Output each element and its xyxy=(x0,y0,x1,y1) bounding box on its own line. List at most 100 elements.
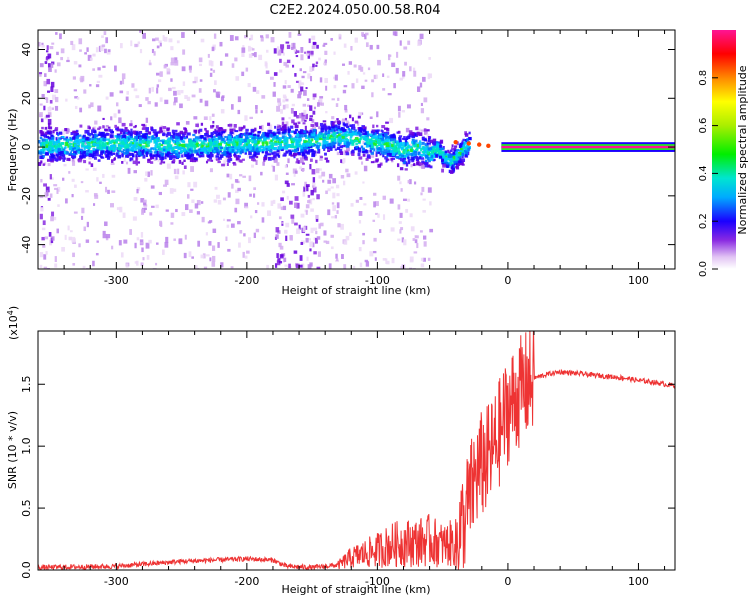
heat-cell xyxy=(211,113,215,117)
carrier-core xyxy=(501,145,675,149)
heat-cell xyxy=(330,124,335,129)
heat-cell xyxy=(256,147,259,151)
heat-cell xyxy=(228,135,232,140)
heat-cell xyxy=(193,116,198,120)
heat-cell xyxy=(137,41,141,45)
heat-cell xyxy=(290,144,294,148)
heat-cell xyxy=(468,131,471,135)
heat-cell xyxy=(145,127,149,131)
heat-cell xyxy=(192,81,197,84)
heat-cell xyxy=(112,152,116,155)
heat-cell xyxy=(442,164,446,168)
heat-cell xyxy=(220,141,224,144)
heat-cell xyxy=(346,120,349,126)
heat-cell xyxy=(346,173,351,178)
heat-peak xyxy=(486,143,491,149)
heat-cell xyxy=(354,37,358,43)
heat-cell xyxy=(248,237,251,244)
heat-cell xyxy=(285,41,290,44)
heat-cell xyxy=(354,131,359,135)
heat-cell xyxy=(293,137,296,141)
heat-cell xyxy=(341,118,346,124)
heat-cell xyxy=(57,141,61,144)
heat-cell xyxy=(327,146,331,150)
heat-cell xyxy=(407,149,410,153)
heat-cell xyxy=(160,143,164,147)
heat-cell xyxy=(100,155,103,159)
heat-cell xyxy=(165,236,169,243)
heat-cell xyxy=(242,158,245,161)
heat-cell xyxy=(73,211,78,214)
heat-cell xyxy=(141,247,144,253)
heat-cell xyxy=(306,144,309,147)
heat-cell xyxy=(336,151,340,156)
heat-cell xyxy=(255,140,260,145)
heat-cell xyxy=(461,152,465,156)
heat-cell xyxy=(351,140,356,143)
heat-cell xyxy=(108,147,112,151)
heat-cell xyxy=(354,129,358,132)
heat-cell xyxy=(184,204,189,211)
heat-cell xyxy=(307,104,311,107)
heat-cell xyxy=(467,146,471,151)
heat-cell xyxy=(380,145,383,149)
heat-cell xyxy=(219,61,223,66)
heat-cell xyxy=(332,205,336,212)
heat-cell xyxy=(260,171,263,176)
heat-cell xyxy=(117,146,122,151)
heat-cell xyxy=(407,40,411,45)
heat-cell xyxy=(319,96,324,99)
heat-cell xyxy=(155,149,159,153)
heat-cell xyxy=(341,135,345,139)
heat-cell xyxy=(172,150,175,155)
heat-cell xyxy=(364,127,367,131)
heat-cell xyxy=(102,143,106,147)
heat-cell xyxy=(279,139,282,143)
colorbar-ticks: 0.00.20.40.60.8 xyxy=(698,70,718,277)
heat-cell xyxy=(309,164,312,170)
heat-cell xyxy=(318,148,321,152)
heat-cell xyxy=(232,138,236,143)
heat-cell xyxy=(212,120,215,124)
heat-cell xyxy=(182,49,186,55)
heat-cell xyxy=(292,42,296,49)
heat-cell xyxy=(163,145,167,149)
heat-cell xyxy=(194,157,198,161)
heat-cell xyxy=(139,136,143,141)
heat-cell xyxy=(76,135,80,138)
heat-cell xyxy=(111,130,114,134)
heat-cell xyxy=(348,129,353,133)
heat-cell xyxy=(211,46,215,52)
heat-cell xyxy=(55,141,59,146)
heat-cell xyxy=(118,117,122,124)
heat-cell xyxy=(280,109,283,114)
heat-cell xyxy=(216,141,220,144)
heat-cell xyxy=(65,140,68,144)
heat-cell xyxy=(203,266,208,269)
heat-cell xyxy=(195,123,199,128)
heat-cell xyxy=(285,235,288,242)
heat-cell xyxy=(131,137,135,141)
heat-cell xyxy=(358,131,361,136)
heat-cell xyxy=(123,151,127,155)
heat-cell xyxy=(294,124,299,129)
heat-cell xyxy=(145,143,149,148)
heat-cell xyxy=(162,161,166,164)
heat-cell xyxy=(331,122,335,127)
heat-cell xyxy=(229,132,233,136)
heat-cell xyxy=(376,44,380,50)
heat-cell xyxy=(250,150,254,153)
heat-cell xyxy=(60,146,64,149)
heat-cell xyxy=(230,146,235,150)
heat-cell xyxy=(409,259,414,263)
heat-cell xyxy=(62,157,66,162)
heat-cell xyxy=(223,218,226,221)
heat-cell xyxy=(194,76,198,83)
heat-cell xyxy=(418,146,421,149)
heat-cell xyxy=(311,35,316,40)
heat-cell xyxy=(235,198,240,205)
heat-cell xyxy=(404,142,407,147)
heat-cell xyxy=(374,129,378,132)
heat-cell xyxy=(144,132,148,136)
heat-cell xyxy=(116,135,121,140)
